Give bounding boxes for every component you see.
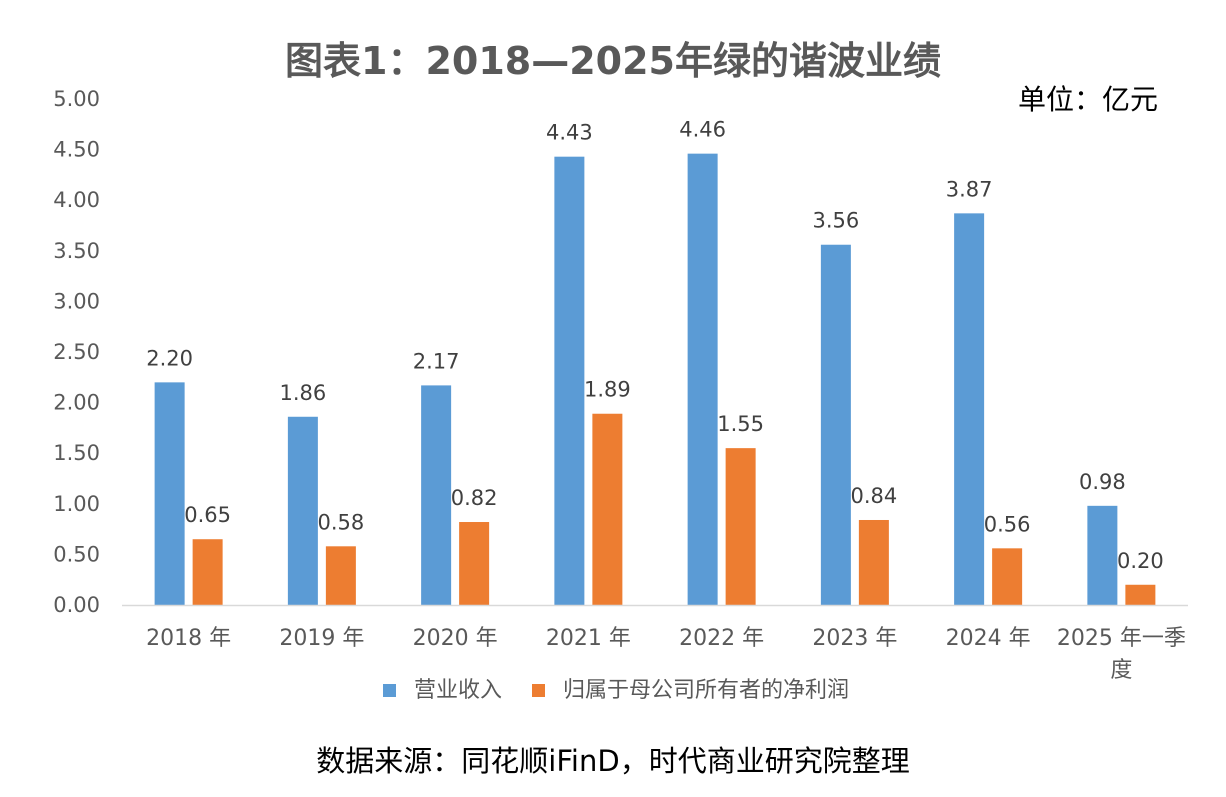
data-label: 1.86 — [279, 381, 326, 405]
y-tick-label: 4.00 — [53, 188, 100, 212]
legend-swatch — [383, 684, 396, 697]
y-tick-label: 1.00 — [53, 492, 100, 516]
y-tick-label: 2.50 — [53, 340, 100, 364]
legend: 营业收入 归属于母公司所有者的净利润 — [383, 678, 849, 703]
y-tick-label: 4.50 — [53, 138, 100, 162]
y-tick-label: 3.00 — [53, 289, 100, 313]
data-label: 4.46 — [679, 118, 726, 142]
y-tick-label: 0.00 — [53, 593, 100, 617]
data-label: 4.43 — [546, 121, 593, 145]
legend-swatch — [532, 684, 545, 697]
data-label: 1.89 — [584, 378, 631, 402]
bar-revenue — [1087, 505, 1118, 605]
y-tick-label: 0.50 — [53, 542, 100, 566]
bars-group — [154, 153, 1156, 605]
data-label: 3.87 — [946, 177, 993, 201]
data-label: 3.56 — [812, 209, 859, 233]
legend-label: 营业收入 — [414, 678, 502, 703]
source-note: 数据来源：同花顺iFinD，时代商业研究院整理 — [316, 744, 910, 778]
bar-revenue — [687, 153, 718, 605]
bar-revenue — [154, 382, 185, 605]
bar-net-profit — [725, 448, 756, 605]
bar-revenue — [954, 213, 985, 605]
bar-net-profit — [592, 413, 623, 605]
x-tick-label: 2018 年 — [146, 626, 231, 651]
bar-revenue — [820, 244, 851, 605]
x-tick-label: 2025 年一季度 — [1057, 626, 1186, 683]
data-label: 0.65 — [184, 503, 231, 527]
data-label: 2.17 — [413, 349, 460, 373]
data-label: 0.84 — [850, 484, 897, 508]
x-tick-label: 2022 年 — [679, 626, 764, 651]
x-axis: 2018 年 2019 年 2020 年 2021 年 2022 年 2023 年 2024… — [122, 604, 1188, 683]
chart-title: 图表1：2018—2025年绿的谐波业绩 — [285, 39, 941, 83]
legend-label: 归属于母公司所有者的净利润 — [563, 678, 849, 703]
data-label: 2.20 — [146, 346, 193, 370]
data-label: 1.55 — [717, 412, 764, 436]
bar-revenue — [287, 416, 318, 605]
bar-net-profit — [192, 539, 223, 605]
data-label: 0.56 — [984, 512, 1031, 536]
bar-net-profit — [1125, 584, 1156, 605]
y-tick-label: 2.00 — [53, 391, 100, 415]
x-tick-label: 2020 年 — [413, 626, 498, 651]
data-label: 0.58 — [317, 510, 364, 534]
data-label: 0.98 — [1079, 470, 1126, 494]
x-tick-label: 2019 年 — [279, 626, 364, 651]
y-tick-label: 3.50 — [53, 239, 100, 263]
x-tick-label: 2021 年 — [546, 626, 631, 651]
y-axis: 0.00 0.50 1.00 1.50 2.00 2.50 3.00 3.50 4.00 4.50… — [53, 87, 100, 617]
y-tick-label: 1.50 — [53, 441, 100, 465]
bar-revenue — [421, 385, 452, 605]
y-tick-label: 5.00 — [53, 87, 100, 111]
data-labels-group: 2.20 0.65 1.86 0.58 2.17 0.82 4.43 1.89 4.46 1.55… — [146, 118, 1164, 573]
data-label: 0.20 — [1117, 549, 1164, 573]
unit-label: 单位：亿元 — [1017, 83, 1158, 116]
bar-net-profit — [325, 546, 356, 605]
bar-revenue — [554, 156, 585, 605]
bar-net-profit — [858, 519, 889, 605]
data-label: 0.82 — [451, 486, 498, 510]
bar-net-profit — [459, 522, 490, 605]
x-tick-label: 2024 年 — [946, 626, 1031, 651]
x-tick-label: 2023 年 — [812, 626, 897, 651]
bar-net-profit — [992, 548, 1023, 605]
